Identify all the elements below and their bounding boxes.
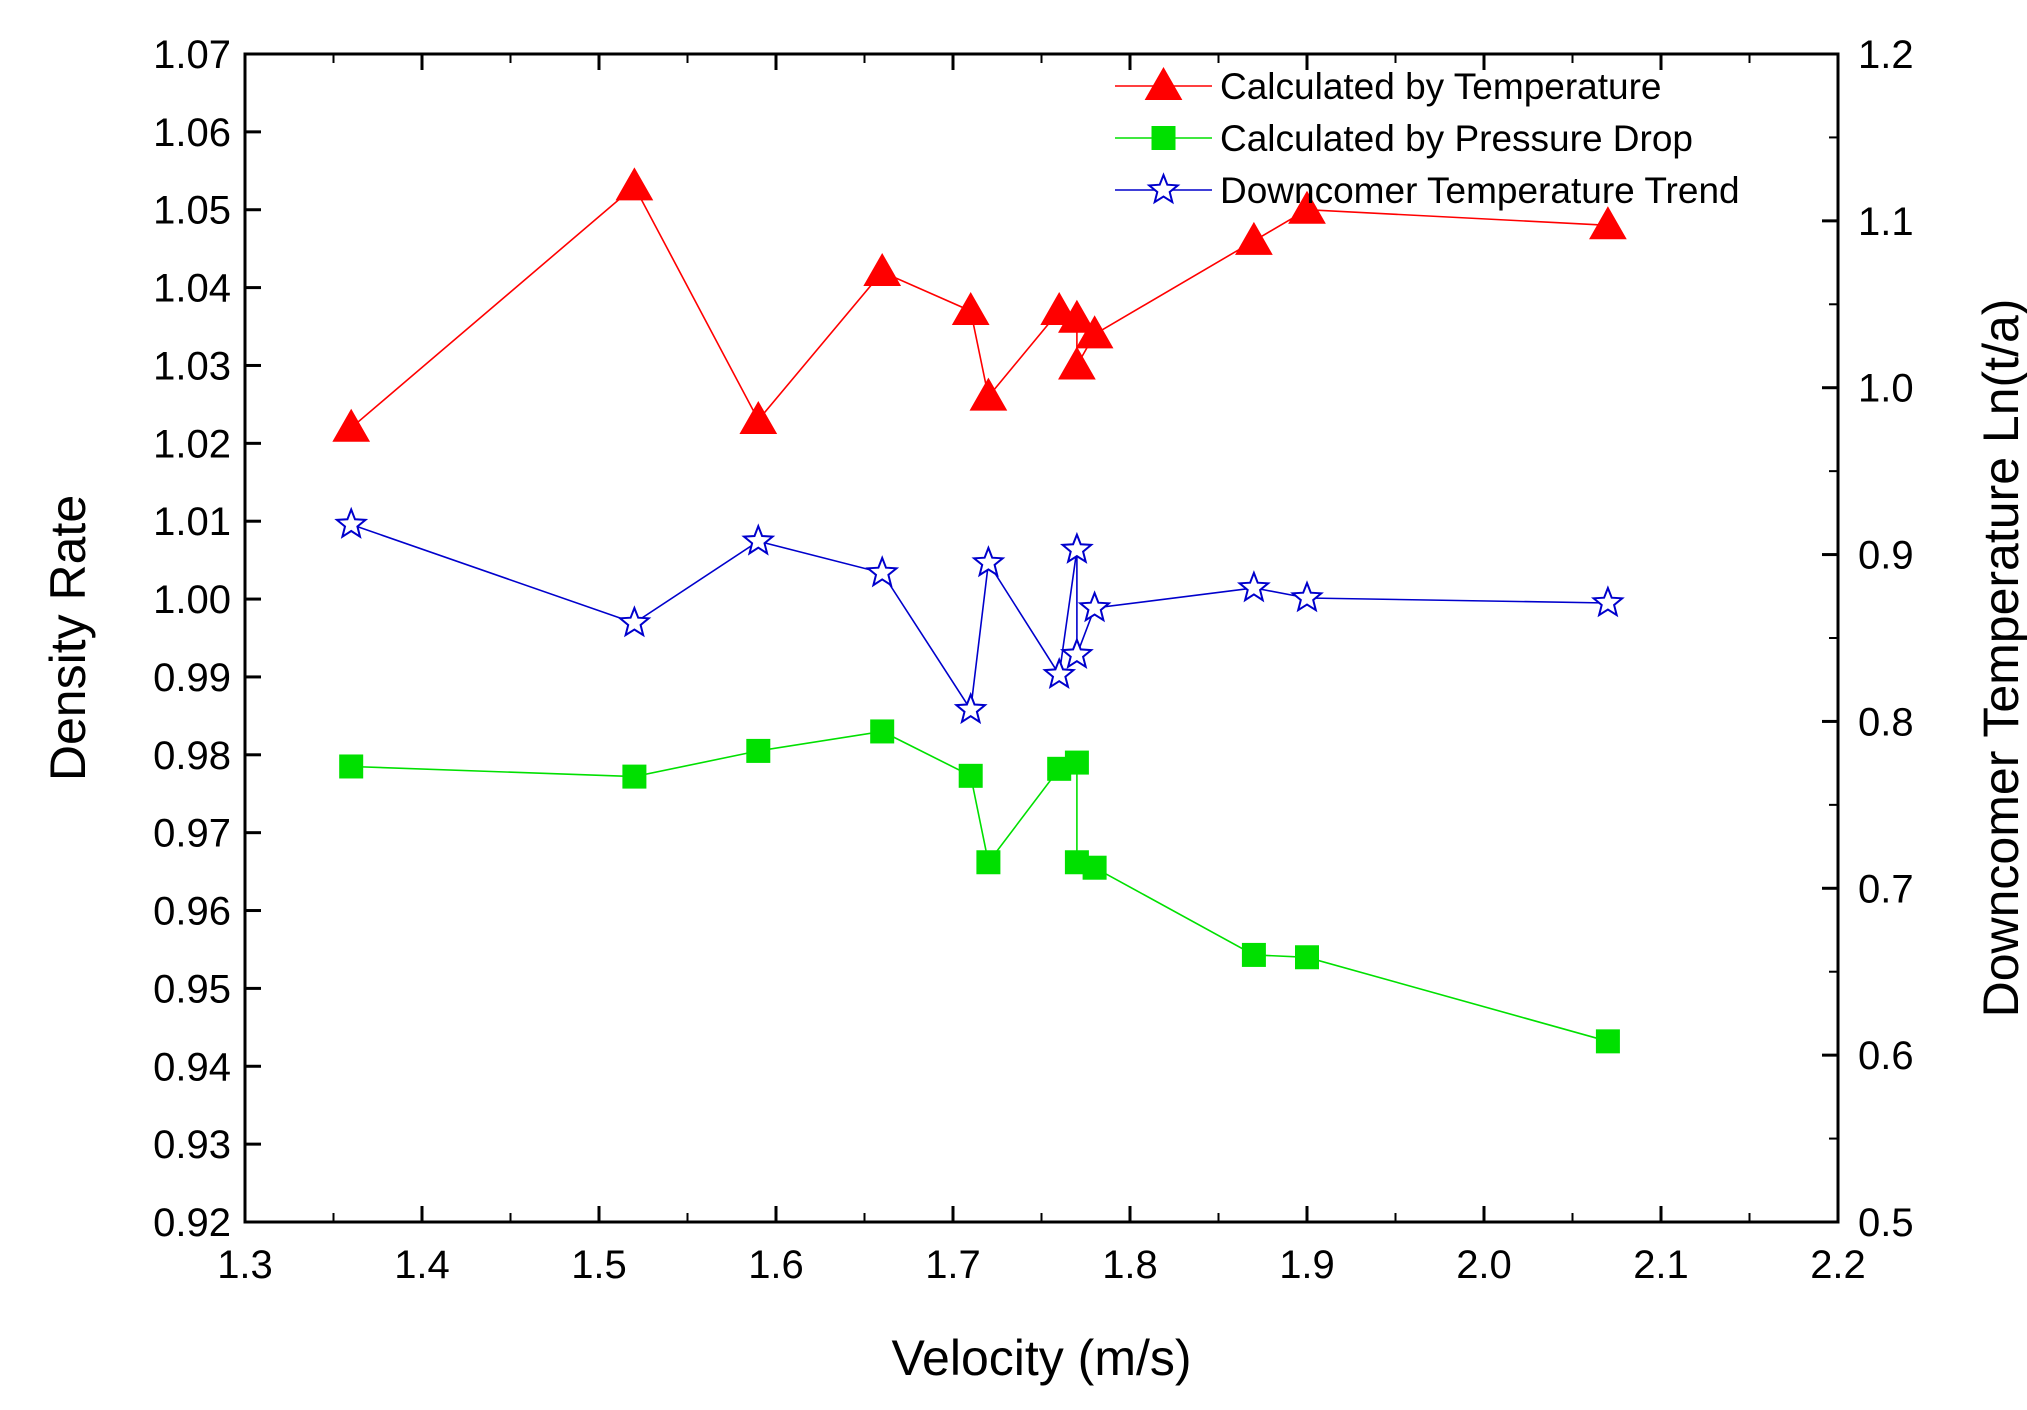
data-point <box>969 377 1008 411</box>
x-tick-label: 1.5 <box>571 1243 627 1287</box>
y-tick-label: 1.03 <box>153 344 231 388</box>
series-3 <box>334 506 1625 725</box>
y2-tick-label: 0.8 <box>1858 700 1914 744</box>
y-tick-label: 0.93 <box>153 1123 231 1167</box>
legend-marker <box>1151 126 1176 150</box>
y-tick-label: 0.98 <box>153 734 231 778</box>
data-point <box>1236 570 1271 603</box>
y2-tick-label: 1.0 <box>1858 367 1914 411</box>
y2-tick-label: 1.1 <box>1858 200 1914 244</box>
x-tick-label: 1.8 <box>1102 1243 1158 1287</box>
x-tick-label: 2.1 <box>1633 1243 1689 1287</box>
data-point <box>1590 585 1625 618</box>
data-point <box>1064 750 1089 775</box>
data-point <box>617 605 652 638</box>
series-layer <box>332 167 1627 1054</box>
y2-tick-label: 0.9 <box>1858 534 1914 578</box>
x-tick-label: 2.2 <box>1810 1243 1866 1287</box>
data-point <box>1042 656 1077 690</box>
legend: Calculated by Temperature Calculated by P… <box>1115 66 1740 211</box>
legend-label: Calculated by Pressure Drop <box>1220 118 1693 159</box>
y-tick-label: 1.02 <box>153 422 231 466</box>
x-tick-label: 1.4 <box>394 1243 450 1287</box>
data-point <box>951 291 990 325</box>
x-tick-label: 1.9 <box>1279 1243 1335 1287</box>
series-1 <box>332 167 1627 442</box>
data-point <box>1589 206 1627 240</box>
y-tick-label: 0.96 <box>153 890 231 934</box>
data-point <box>1075 315 1114 349</box>
legend-label: Downcomer Temperature Trend <box>1220 170 1740 211</box>
series-2 <box>339 719 1620 1054</box>
y-tick-label: 0.95 <box>153 967 231 1011</box>
y-tick-label: 0.97 <box>153 812 231 856</box>
y-tick-label: 1.06 <box>153 111 231 155</box>
y2-axis-title: Downcomer Temperature Ln(t/a) <box>1973 299 2027 1018</box>
x-tick-label: 1.6 <box>748 1243 804 1287</box>
y2-tick-label: 1.2 <box>1858 33 1914 77</box>
data-point <box>865 555 900 588</box>
data-point <box>332 408 371 442</box>
data-point <box>1295 945 1319 970</box>
data-point <box>976 850 1001 875</box>
y-tick-label: 1.01 <box>153 500 231 544</box>
y-tick-label: 1.07 <box>153 33 231 77</box>
legend-item: Downcomer Temperature Trend <box>1115 170 1740 211</box>
data-point <box>1241 942 1266 967</box>
data-point <box>741 523 776 556</box>
data-point <box>1059 636 1094 670</box>
data-point <box>622 764 647 789</box>
data-point <box>870 719 895 744</box>
data-point <box>1077 590 1112 623</box>
y2-tick-label: 0.7 <box>1858 867 1914 911</box>
y-axis-title: Density Rate <box>40 495 96 781</box>
x-axis-title: Velocity (m/s) <box>891 1330 1191 1386</box>
data-point <box>1082 855 1107 880</box>
data-point <box>1235 221 1273 255</box>
data-point <box>339 754 364 779</box>
data-point <box>1058 346 1096 380</box>
y-tick-label: 0.94 <box>153 1045 231 1089</box>
data-point <box>971 545 1006 578</box>
y-tick-label: 0.92 <box>153 1201 231 1245</box>
data-point <box>1290 580 1324 613</box>
y2-tick-label: 0.6 <box>1858 1034 1914 1078</box>
data-point <box>1288 190 1326 224</box>
y2-tick-label: 0.5 <box>1858 1201 1914 1245</box>
data-point <box>746 738 771 763</box>
data-point <box>739 400 778 434</box>
y-tick-label: 1.00 <box>153 578 231 622</box>
data-point <box>863 253 902 287</box>
axes-layer: 1.3 1.4 1.5 1.6 1.7 1.8 1.9 2.0 2.1 2.2 0.92 0.93 0.… <box>153 33 1913 1287</box>
data-point <box>1595 1029 1620 1054</box>
legend-marker <box>1144 66 1183 100</box>
legend-item: Calculated by Temperature <box>1115 66 1662 107</box>
data-point <box>615 167 654 201</box>
data-point <box>1058 299 1096 333</box>
data-point <box>953 691 988 725</box>
legend-marker <box>1146 172 1181 205</box>
x-tick-label: 1.7 <box>925 1243 981 1287</box>
data-point <box>334 506 369 539</box>
x-tick-label: 2.0 <box>1456 1243 1512 1287</box>
data-point <box>958 763 983 788</box>
data-point <box>1059 531 1094 564</box>
y-tick-label: 1.05 <box>153 189 231 233</box>
legend-item: Calculated by Pressure Drop <box>1115 118 1693 159</box>
legend-label: Calculated by Temperature <box>1220 66 1662 107</box>
x-tick-label: 1.3 <box>217 1243 273 1287</box>
y-tick-label: 0.99 <box>153 656 231 700</box>
y-tick-label: 1.04 <box>153 267 231 311</box>
